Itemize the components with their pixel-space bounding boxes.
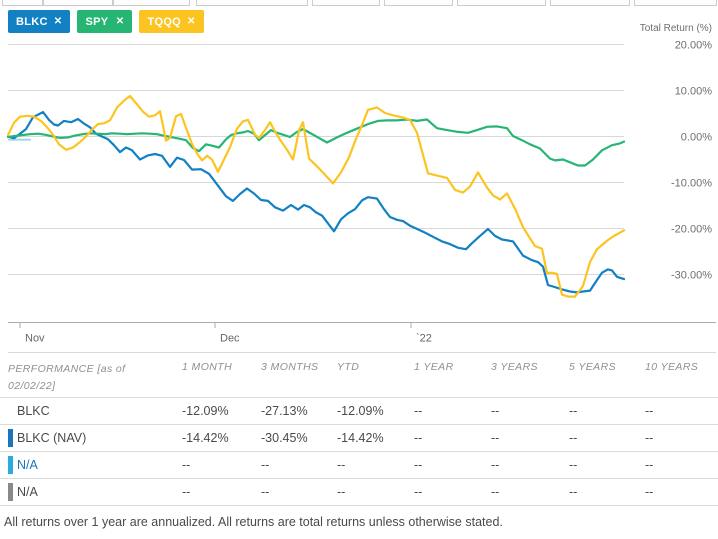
series-line-tqqq bbox=[6, 94, 626, 298]
row-value: -- bbox=[645, 458, 654, 472]
x-axis-tick-label: Dec bbox=[220, 333, 240, 345]
performance-header-line2: 02/02/22] bbox=[8, 380, 56, 392]
table-row-n-a: N/A -- -- -- -- -- -- -- bbox=[0, 452, 718, 479]
performance-table-body: BLKC -12.09% -27.13% -12.09% -- -- -- -- BLKC (N… bbox=[0, 398, 718, 506]
table-row-blkc: BLKC -12.09% -27.13% -12.09% -- -- -- -- bbox=[0, 398, 718, 425]
column-header-3-months: 3 MONTHS bbox=[261, 361, 319, 373]
column-header-1-year: 1 YEAR bbox=[414, 361, 454, 373]
row-value: -- bbox=[569, 458, 578, 472]
row-value: -- bbox=[569, 485, 578, 499]
performance-table: PERFORMANCE [as of 02/02/22] 1 MONTH 3 MO… bbox=[0, 357, 718, 529]
row-value: -12.09% bbox=[337, 404, 384, 418]
total-return-chart: 20.00% 10.00% 0.00% -10.00% -20.00% -30.00% To… bbox=[6, 23, 716, 353]
y-axis-tick-label: -30.00% bbox=[671, 270, 712, 282]
column-header-ytd: YTD bbox=[337, 361, 360, 373]
row-value: -27.13% bbox=[261, 404, 308, 418]
remove-ticker-icon[interactable]: ✕ bbox=[115, 16, 125, 27]
table-row-blkc-nav-: BLKC (NAV) -14.42% -30.45% -14.42% -- -- -- -- bbox=[0, 425, 718, 452]
row-value: -- bbox=[491, 458, 500, 472]
y-axis-title: Total Return (%) bbox=[640, 23, 712, 34]
remove-ticker-icon[interactable]: ✕ bbox=[53, 16, 63, 27]
series-line-spy bbox=[6, 118, 626, 167]
column-header-3-years: 3 YEARS bbox=[491, 361, 538, 373]
row-value: -- bbox=[414, 485, 423, 499]
row-value: -- bbox=[414, 404, 423, 418]
row-value: -14.42% bbox=[182, 431, 229, 445]
y-axis-tick-label: 20.00% bbox=[675, 40, 713, 52]
row-value: -- bbox=[491, 404, 500, 418]
y-axis-tick-label: 0.00% bbox=[681, 132, 712, 144]
row-value: -30.45% bbox=[261, 431, 308, 445]
column-header-10-years: 10 YEARS bbox=[645, 361, 699, 373]
cropped-tab bbox=[2, 0, 43, 6]
row-value: -- bbox=[645, 404, 654, 418]
cropped-tab bbox=[113, 0, 190, 6]
row-value: -- bbox=[491, 431, 500, 445]
row-value: -- bbox=[569, 431, 578, 445]
row-value: -12.09% bbox=[182, 404, 229, 418]
ticker-chip-label: BLKC bbox=[16, 15, 48, 28]
y-axis-tick-label: -20.00% bbox=[671, 224, 712, 236]
remove-ticker-icon[interactable]: ✕ bbox=[187, 16, 196, 27]
row-value: -- bbox=[414, 458, 423, 472]
x-axis-tick-label: Nov bbox=[25, 333, 45, 345]
cropped-tab bbox=[196, 0, 308, 6]
ticker-legend: BLKC ✕ SPY ✕ TQQQ ✕ bbox=[8, 10, 204, 33]
series-color-bar bbox=[8, 483, 13, 501]
row-value: -- bbox=[645, 431, 654, 445]
row-value: -- bbox=[337, 458, 346, 472]
cropped-tab bbox=[457, 0, 546, 6]
series-color-bar bbox=[8, 429, 13, 447]
ticker-chip-label: SPY bbox=[85, 15, 109, 28]
cropped-tab bbox=[312, 0, 380, 6]
row-label: N/A bbox=[17, 485, 38, 499]
column-header-5-years: 5 YEARS bbox=[569, 361, 616, 373]
performance-table-header: PERFORMANCE [as of 02/02/22] 1 MONTH 3 MO… bbox=[0, 357, 718, 398]
y-axis-tick-label: 10.00% bbox=[675, 86, 713, 98]
row-value: -- bbox=[261, 485, 270, 499]
column-header-1-month: 1 MONTH bbox=[182, 361, 233, 373]
row-value: -- bbox=[645, 485, 654, 499]
row-value: -- bbox=[491, 485, 500, 499]
row-value: -- bbox=[414, 431, 423, 445]
series-line-blkc bbox=[6, 110, 626, 294]
ticker-chip-label: TQQQ bbox=[147, 15, 182, 28]
performance-header-line1: PERFORMANCE [as of bbox=[8, 363, 126, 375]
ticker-chip-blkc[interactable]: BLKC ✕ bbox=[8, 10, 71, 33]
performance-header-label: PERFORMANCE [as of 02/02/22] bbox=[8, 361, 125, 395]
row-value: -14.42% bbox=[337, 431, 384, 445]
returns-footnote: All returns over 1 year are annualized. … bbox=[4, 515, 503, 529]
y-axis-tick-label: -10.00% bbox=[671, 178, 712, 190]
row-label: BLKC (NAV) bbox=[17, 431, 87, 445]
ticker-chip-tqqq[interactable]: TQQQ ✕ bbox=[139, 10, 204, 33]
row-value: -- bbox=[182, 485, 191, 499]
row-label: N/A bbox=[17, 458, 38, 472]
row-value: -- bbox=[182, 458, 191, 472]
x-axis-tick-label: `22 bbox=[416, 333, 432, 345]
cropped-tab bbox=[634, 0, 717, 6]
row-value: -- bbox=[569, 404, 578, 418]
series-color-bar bbox=[8, 456, 13, 474]
cropped-tab bbox=[384, 0, 453, 6]
cropped-tab bbox=[550, 0, 630, 6]
row-value: -- bbox=[261, 458, 270, 472]
row-label: BLKC bbox=[17, 404, 50, 418]
table-row-n-a: N/A -- -- -- -- -- -- -- bbox=[0, 479, 718, 506]
cropped-tab bbox=[43, 0, 113, 6]
row-value: -- bbox=[337, 485, 346, 499]
ticker-chip-spy[interactable]: SPY ✕ bbox=[77, 10, 133, 33]
